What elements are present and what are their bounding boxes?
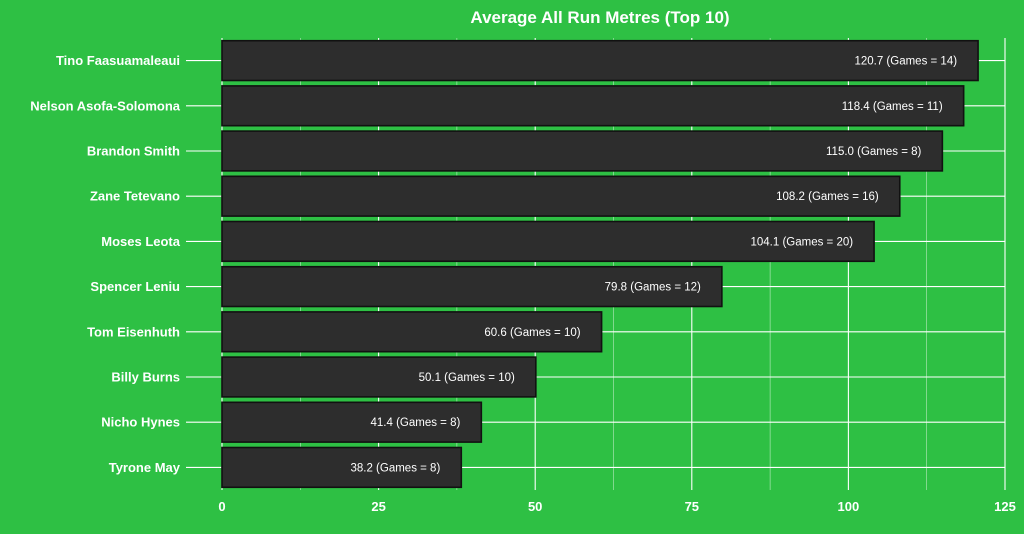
y-tick-label: Zane Tetevano [90,189,180,204]
x-tick-label: 75 [685,499,699,514]
y-tick-label: Tino Faasuamaleaui [56,53,180,68]
chart-title: Average All Run Metres (Top 10) [470,8,730,27]
y-tick-label: Brandon Smith [87,144,180,159]
bar-data-label: 104.1 (Games = 20) [750,236,853,248]
y-tick-label: Tyrone May [109,460,181,475]
bar-data-label: 38.2 (Games = 8) [350,462,440,474]
y-tick-label: Spencer Leniu [90,279,180,294]
x-tick-label: 25 [371,499,385,514]
bar [221,311,603,353]
y-tick-label: Nelson Asofa-Solomona [30,98,181,113]
bar [221,356,537,398]
bar-data-label: 120.7 (Games = 14) [854,56,957,68]
bar-data-label: 108.2 (Games = 16) [776,191,879,203]
bar [221,85,965,127]
x-tick-label: 50 [528,499,542,514]
bar [221,39,979,82]
bar-data-label: 60.6 (Games = 10) [484,327,580,339]
bar-data-label: 118.4 (Games = 11) [842,101,943,113]
bar [221,446,463,489]
x-tick-label: 100 [838,499,860,514]
y-tick-label: Moses Leota [101,234,181,249]
bar [221,265,723,308]
bar [221,220,875,263]
bar [221,130,944,172]
bar-data-label: 79.8 (Games = 12) [605,282,701,294]
x-tick-label: 0 [218,499,225,514]
x-tick-label: 125 [994,499,1016,514]
y-tick-label: Tom Eisenhuth [87,324,180,339]
bar [221,175,901,217]
bar-data-label: 41.4 (Games = 8) [371,417,461,429]
y-tick-label: Nicho Hynes [101,415,180,430]
bar-data-label: 50.1 (Games = 10) [419,372,515,384]
bar-data-label: 115.0 (Games = 8) [826,146,922,158]
bar [221,401,483,443]
y-tick-label: Billy Burns [111,370,180,385]
